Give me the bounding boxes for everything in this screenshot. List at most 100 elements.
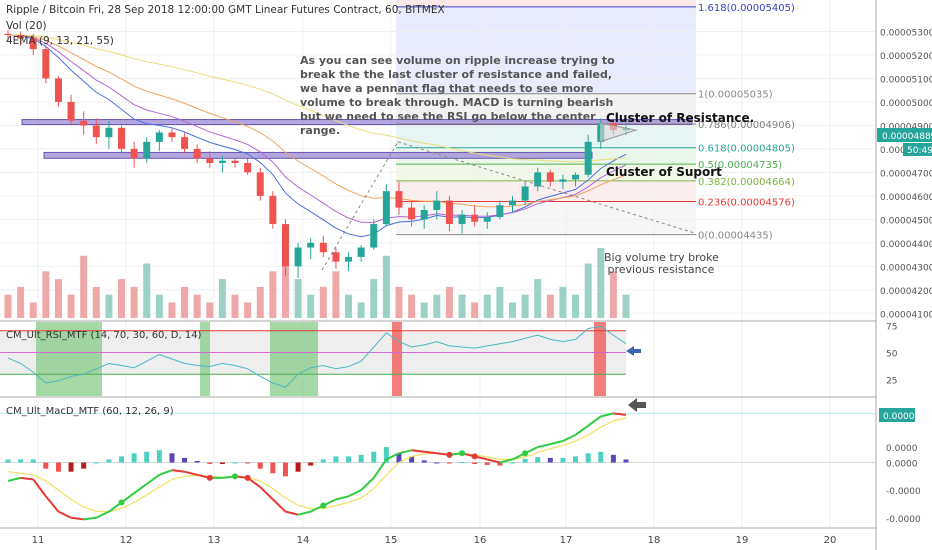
volume-bar [521,294,529,318]
countdown-badge-bg [903,143,932,156]
volume-bar [534,279,542,318]
candle-body [345,256,353,262]
candle [332,247,340,269]
candle-body [218,160,226,163]
candle [572,172,580,187]
macd-line-segment [372,458,388,479]
candle-body [319,242,327,253]
candle [143,137,151,163]
ema-indicator-label[interactable]: 4EMA (9, 13, 21, 55) [6,35,114,47]
volume-bar [408,294,416,318]
volume-bar [420,302,428,318]
note-line: range. [300,124,340,137]
macd-line-segment [95,510,110,519]
macd-histogram-bar [194,460,200,463]
candle-body [256,172,264,196]
ema-lines [7,34,627,238]
candle-body [382,191,390,225]
macd-line-segment [45,495,60,513]
macd-histogram-bar [509,462,515,464]
macd-arrow-icon [628,398,646,412]
rsi-indicator-label[interactable]: CM_Ult_RSI_MTF (14, 70, 30, 60, D, 14) [6,330,202,341]
macd-histogram-bar [522,458,528,463]
candle [521,181,529,206]
macd-histogram-bar [257,462,263,469]
macd-tick-label: -0.0000 [886,515,921,525]
price-tick-label: 0.00005200 [880,52,932,62]
volume-bar [181,286,189,318]
volume-bar [622,294,630,318]
price-tick-label: 0.00005000 [880,99,932,109]
candle-body [572,174,580,180]
candle [345,252,353,272]
macd-line-segment [159,469,173,476]
candle-body [269,195,277,225]
macd-histogram-bar [295,462,301,472]
time-tick-label: 14 [297,535,310,546]
macd-histogram-bar [573,456,579,463]
fib-level-label: 0.618(0.00004805) [698,144,795,155]
volume-note-line: previous resistance [604,263,715,276]
macd-histogram-bar [472,462,478,465]
macd-histogram-bar [219,462,225,465]
macd-histogram-bar [560,457,566,463]
rsi-pane: 75 50 25 [0,322,898,396]
candle [546,170,554,187]
price-tick-label: 0.00005100 [880,75,932,85]
macd-histogram-bar [333,456,339,463]
macd-histogram-bar [535,456,541,463]
macd-histogram-bar [119,456,125,463]
volume-bar [218,279,226,318]
candle-body [54,78,62,102]
macd-tick-label: -0.0000 [886,487,921,497]
macd-line-segment [297,510,311,516]
macd-histogram-bar [484,462,490,465]
volume-bar [458,294,466,318]
volume-indicator-label[interactable]: Vol (20) [6,20,47,32]
note-line: break the the last cluster of resistance… [300,68,612,81]
candle-body [193,148,201,159]
macd-line-segment [171,469,185,473]
macd-indicator-label[interactable]: CM_Ult_MacD_MTF (60, 12, 26, 9) [6,406,174,417]
price-tick-label: 0.00004600 [880,193,932,203]
rsi-oversold-region [270,322,318,396]
macd-crossover-dot [471,453,478,460]
macd-histogram-bar [282,462,288,477]
last-price-badge-bg [877,128,932,142]
trend-lines [321,122,697,271]
candle-body [458,214,466,225]
macd-crossover-dot [206,474,213,481]
macd-line-segment [411,449,425,453]
candle [508,195,516,213]
macd-histogram-bar [232,462,238,464]
price-tick-label: 0.00004300 [880,263,932,273]
rsi-overbought-region [392,322,402,396]
volume-bar [496,286,504,318]
volume-bars [4,248,630,318]
candle [269,191,277,229]
macd-line-segment [146,473,160,485]
macd-histogram-bar [144,451,150,463]
macd-line-segment [613,412,627,416]
fib-zone [396,93,696,125]
trend-line-dashed [397,141,697,234]
macd-line-segment [32,478,47,497]
candle [370,219,378,250]
volume-bar [294,279,302,318]
support-zone[interactable] [43,151,593,159]
volume-bar [584,263,592,318]
candle [483,212,491,229]
time-axis: 11 12 13 14 15 16 17 18 19 20 [32,535,837,546]
macd-histogram-bar [106,459,112,463]
candle [80,111,88,135]
fib-level-label: 0.786(0.00004906) [698,120,795,131]
note-line: we have a pennant flag that needs to see… [300,82,594,95]
macd-line-segment [385,452,400,461]
macd-histogram-bar [81,462,87,469]
volume-bar [42,271,50,318]
candle [433,191,441,220]
macd-histogram-bar [182,457,188,463]
resistance-zone[interactable] [21,119,693,126]
volume-bar [155,294,163,318]
